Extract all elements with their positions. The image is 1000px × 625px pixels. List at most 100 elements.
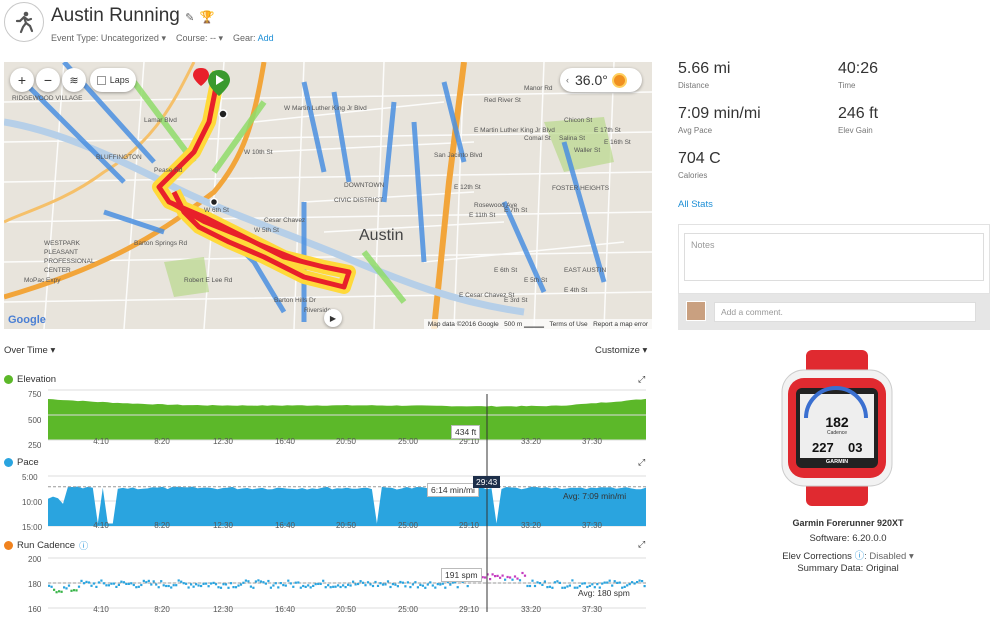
map-label: Manor Rd [524,85,553,92]
elev-corrections-dropdown[interactable]: Disabled [869,551,907,562]
cadence-point [205,582,208,585]
cadence-point [598,586,601,589]
cadence-point [374,580,377,584]
cadence-point [386,580,390,583]
cadence-point [531,579,534,582]
map-label: PLEASANT [44,249,78,256]
report-map-error-link[interactable]: Report a map error [593,321,648,328]
cadence-point [499,576,502,579]
elev-corrections: Elev Corrections ⓘ: Disabled ▾ [782,551,914,562]
terms-link[interactable]: Terms of Use [549,321,588,328]
cadence-point [170,586,173,589]
cadence-point [175,584,178,587]
cadence-point [287,579,290,582]
chevron-left-icon[interactable]: ‹ [566,75,569,85]
elevation-title: Elevation [17,374,57,385]
laps-toggle[interactable]: Laps [90,68,136,92]
calories-value: 704 C [678,150,721,167]
trophy-icon[interactable]: 🏆 [199,10,215,24]
cadence-point [501,574,504,577]
x-tick-label: 37:30 [582,521,603,530]
expand-pace-icon[interactable]: ⤢ [638,457,646,467]
cadence-point [608,579,611,582]
gear-add-link[interactable]: Add [257,33,274,43]
cadence-point [192,585,195,588]
cadence-point [364,584,367,587]
play-route-button[interactable]: ▶ [324,309,342,327]
cadence-point [332,585,335,588]
x-tick-label: 25:00 [398,521,419,530]
layers-icon[interactable]: ≋ [62,68,86,92]
cadence-point [441,582,444,585]
notes-textarea[interactable]: Notes [684,233,984,281]
cadence-point [229,582,233,585]
cadence-point [312,584,315,587]
map-label: W 5th St [254,227,279,234]
cadence-point [641,580,644,583]
lap-marker-icon[interactable] [218,109,228,119]
cadence-point [509,576,512,579]
cadence-point [334,585,337,588]
zoom-out-button[interactable]: − [36,68,60,92]
temperature-badge: ‹ 36.0° [560,68,642,92]
laps-checkbox[interactable] [96,75,106,85]
cadence-point [242,581,245,584]
cadence-ytick: 200 [28,555,42,564]
cadence-point [53,588,56,591]
map-label: E 4th St [564,287,587,294]
cadence-point [105,584,108,587]
zoom-in-button[interactable]: + [10,68,34,92]
expand-cadence-icon[interactable]: ⤢ [638,539,646,549]
map-label: E Martin Luther King Jr Blvd [474,127,555,134]
cadence-point [528,584,532,588]
cadence-point [593,586,596,589]
cadence-point [249,585,252,588]
cadence-point [391,583,394,586]
map-label: W 10th St [244,149,273,156]
all-stats-link[interactable]: All Stats [678,199,713,210]
elev-ytick: 750 [28,390,42,399]
cadence-tooltip: 191 spm [441,568,482,582]
cadence-point [269,586,272,589]
x-tick-label: 20:50 [336,521,357,530]
map-label: W 6th St [204,207,229,214]
cadence-point [322,579,325,582]
cadence-point [536,581,539,584]
cadence-point [466,585,469,588]
x-tick-label: 29:10 [459,521,480,530]
customize-dropdown[interactable]: Customize ▾ [595,345,648,356]
course-dropdown[interactable]: -- [210,33,216,43]
cadence-point [359,580,362,583]
edit-pencil-icon[interactable]: ✎ [185,12,195,24]
pace-dot-icon [4,458,13,467]
cadence-point [588,584,591,587]
comment-input[interactable]: Add a comment. [714,302,976,322]
cadence-point [95,585,98,588]
map-scale: 500 m [504,321,523,328]
x-tick-label: 12:30 [213,521,234,530]
expand-elevation-icon[interactable]: ⤢ [638,374,646,384]
x-tick-label: 37:30 [582,437,603,446]
cadence-point [636,581,639,584]
map-label: Rosewood Ave [474,202,518,209]
map-label: CENTER [44,267,71,274]
cadence-point [267,579,270,583]
event-type-dropdown[interactable]: Uncategorized [100,33,159,43]
charts-canvas[interactable]: 4:10 8:20 12:30 16:40 20:50 25:00 29:10 33:20 37… [0,380,660,625]
route-map[interactable]: RIDGEWOOD VILLAGE BLUFFINGTON WESTPARK PLEA… [4,62,652,329]
chart-mode-dropdown[interactable]: Over Time ▾ [4,345,56,356]
map-label: Salina St [559,135,585,142]
cadence-info-icon[interactable]: ⓘ [79,541,89,551]
cadence-point [566,585,569,588]
info-icon[interactable]: ⓘ [854,551,865,562]
map-canvas[interactable]: RIDGEWOOD VILLAGE BLUFFINGTON WESTPARK PLEA… [4,62,652,329]
cadence-point [257,579,260,582]
cadence-point [451,581,454,584]
cadence-point [583,582,586,585]
position-marker-icon[interactable] [209,197,219,207]
cadence-point [122,581,125,584]
cadence-point [401,581,404,584]
cadence-point [50,585,53,588]
finish-pin-icon[interactable] [193,68,209,86]
cadence-point [92,582,95,585]
